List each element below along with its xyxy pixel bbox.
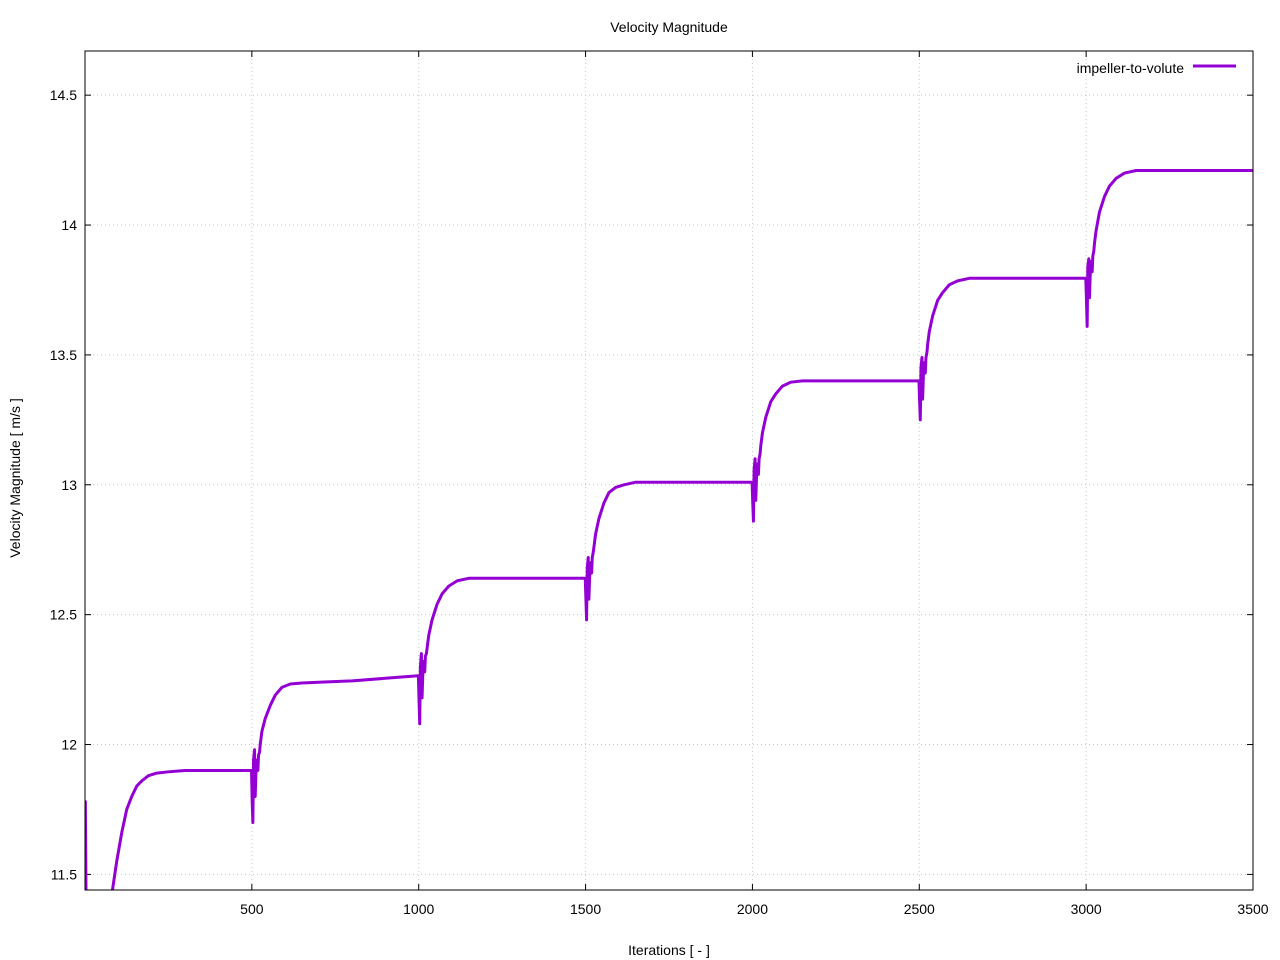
x-tick-label: 1500 [570,901,601,917]
series-layer [85,168,1253,890]
y-tick-label: 12.5 [50,607,77,623]
x-tick-label: 2000 [737,901,768,917]
y-tick-label: 12 [61,737,77,753]
plot-frame [84,50,1254,891]
y-tick-label: 14.5 [50,87,77,103]
tick-labels: 11.5 12 12.5 13 13.5 14 14.5 500 1000 1500 2000 250… [50,87,1269,917]
y-tick-label: 11.5 [51,866,77,882]
grid [85,51,1253,890]
series-line-impeller-to-volute [85,168,1253,890]
y-tick-label: 14 [61,217,77,233]
y-tick-label: 13 [61,477,77,493]
x-tick-label: 3500 [1237,901,1268,917]
legend: impeller-to-volute [1077,60,1236,76]
x-tick-label: 500 [240,901,264,917]
legend-label: impeller-to-volute [1077,60,1185,76]
x-axis-title: Iterations [ - ] [628,942,710,958]
x-tick-label: 3000 [1071,901,1102,917]
y-axis-title: Velocity Magnitude [ m/s ] [7,398,23,558]
x-tick-label: 1000 [403,901,434,917]
chart-title: Velocity Magnitude [610,19,728,35]
x-tick-label: 2500 [904,901,935,917]
y-tick-label: 13.5 [50,347,77,363]
